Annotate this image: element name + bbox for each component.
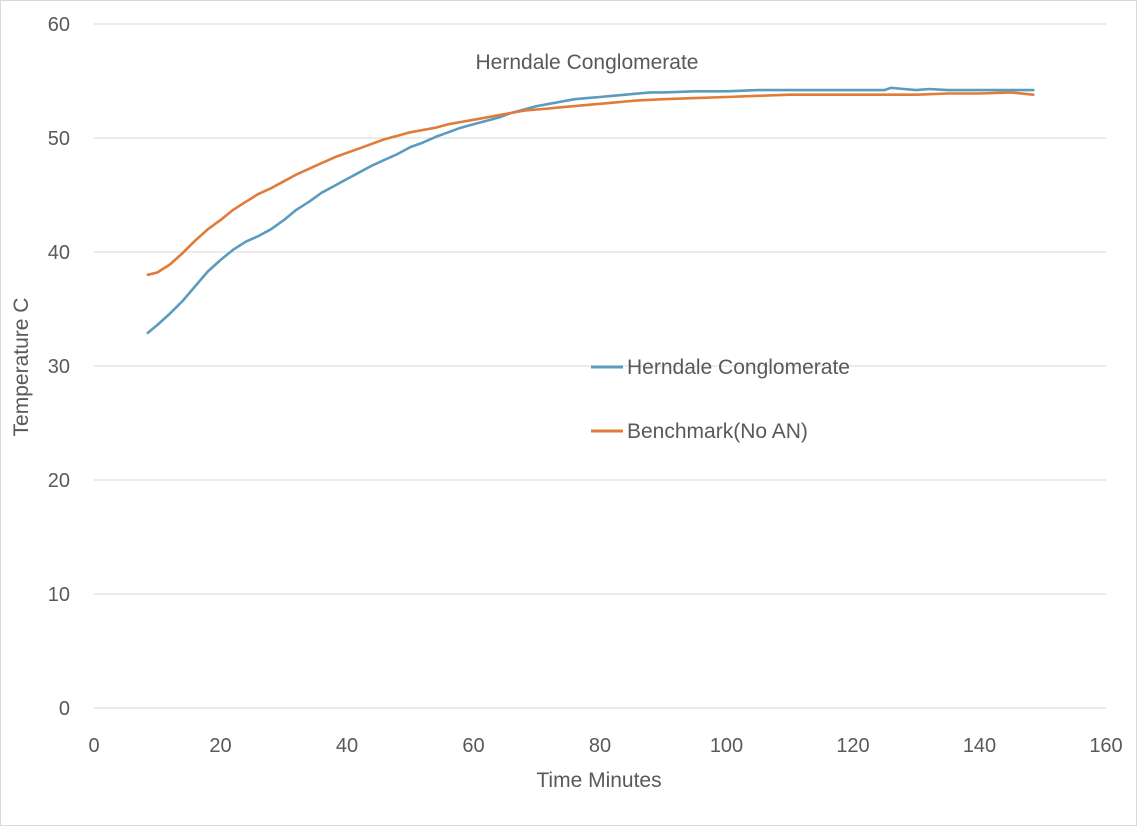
x-tick-label: 140: [963, 735, 996, 757]
chart-title: Herndale Conglomerate: [476, 51, 699, 74]
x-axis-title: Time Minutes: [536, 769, 661, 792]
x-axis-ticks: 0 20 40 60 80 100 120 140 160: [88, 735, 1122, 757]
y-tick-label: 10: [48, 584, 70, 606]
y-tick-label: 40: [48, 242, 70, 264]
legend: Herndale Conglomerate Benchmark(No AN): [591, 356, 850, 443]
x-tick-label: 20: [209, 735, 231, 757]
x-tick-label: 60: [462, 735, 484, 757]
y-axis-ticks: 0 10 20 30 40 50 60: [48, 14, 70, 720]
x-tick-label: 80: [589, 735, 611, 757]
y-tick-label: 0: [59, 698, 70, 720]
x-tick-label: 100: [710, 735, 743, 757]
series-line-benchmark: [146, 91, 1035, 277]
y-tick-label: 60: [48, 14, 70, 36]
y-tick-label: 20: [48, 470, 70, 492]
y-axis-title: Temperature C: [10, 298, 33, 437]
y-tick-label: 50: [48, 128, 70, 150]
x-tick-label: 0: [88, 735, 99, 757]
x-tick-label: 40: [336, 735, 358, 757]
x-tick-label: 160: [1089, 735, 1122, 757]
legend-label-benchmark: Benchmark(No AN): [627, 420, 808, 443]
series-lines: [146, 86, 1035, 335]
x-tick-label: 120: [836, 735, 869, 757]
gridlines: [94, 23, 1106, 709]
y-tick-label: 30: [48, 356, 70, 378]
series-line-herndale: [146, 86, 1035, 335]
legend-label-herndale: Herndale Conglomerate: [627, 356, 850, 379]
